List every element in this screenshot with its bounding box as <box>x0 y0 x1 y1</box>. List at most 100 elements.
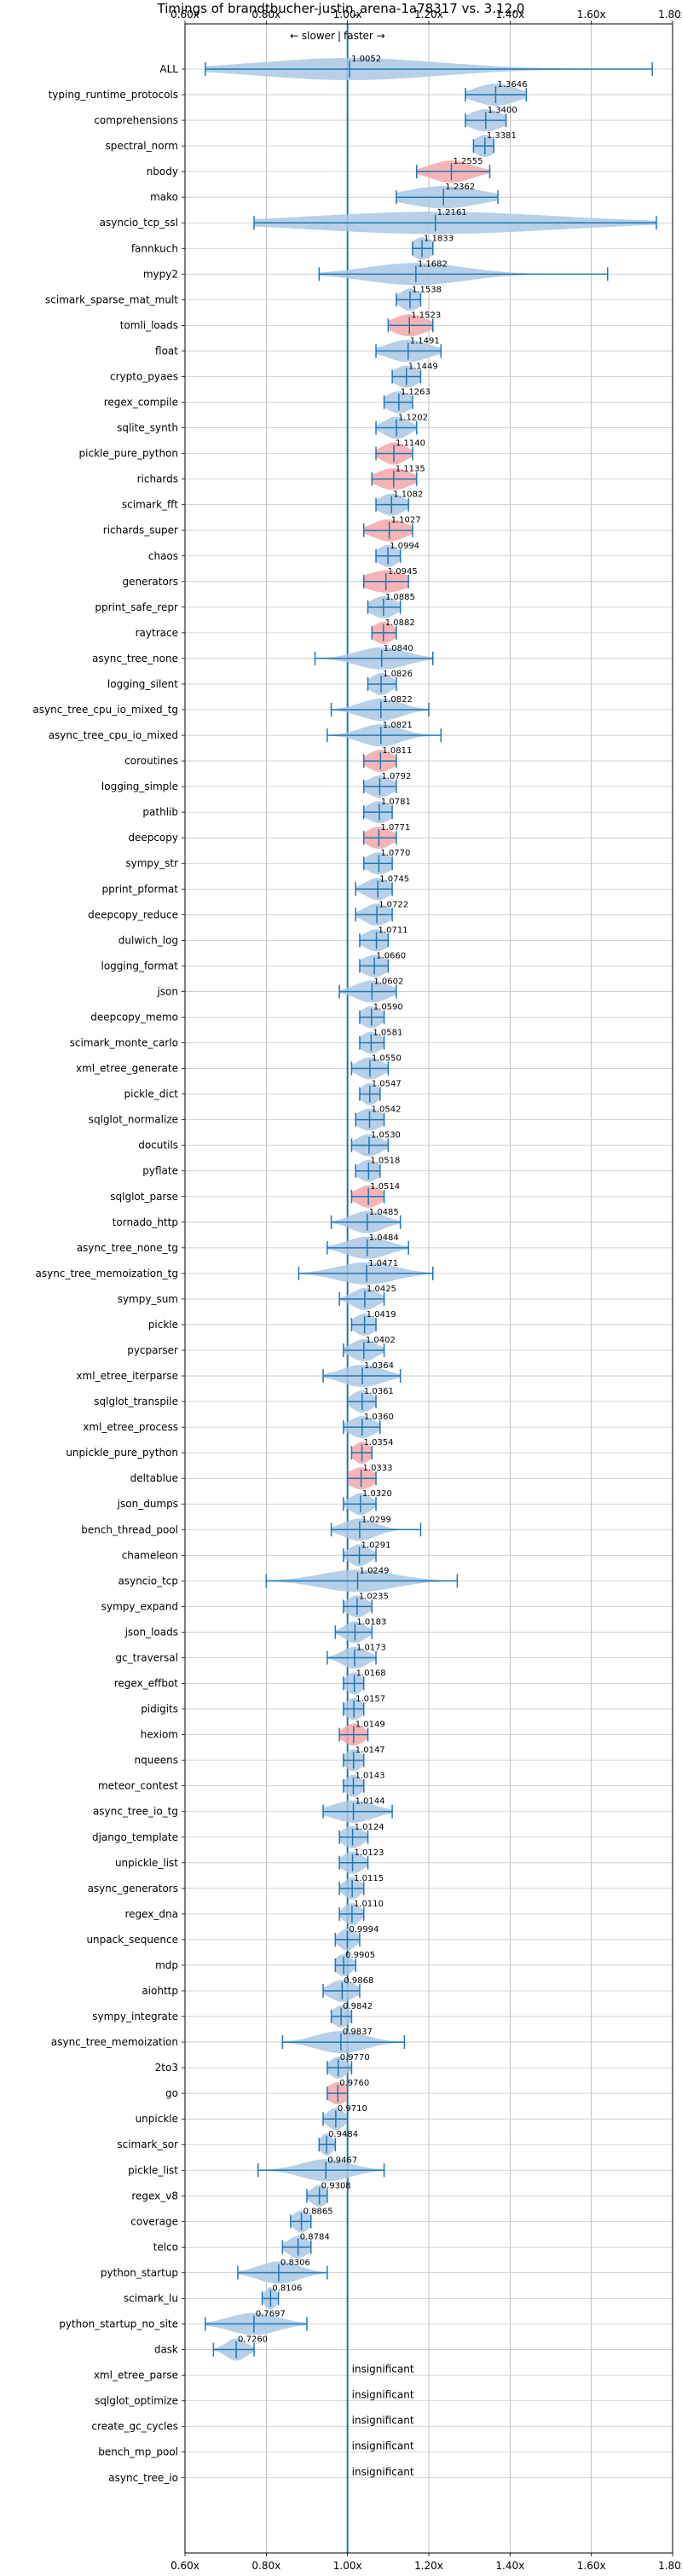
benchmark-label: aiohttp <box>142 1985 178 1997</box>
value-label: 1.0320 <box>362 1489 392 1499</box>
value-label: 1.1263 <box>401 388 431 397</box>
benchmark-label: generators <box>122 576 178 588</box>
value-label: 1.0249 <box>360 1566 390 1575</box>
value-label: 0.7260 <box>238 2335 268 2345</box>
benchmark-label: pickle_pure_python <box>79 448 178 460</box>
value-label: 1.1449 <box>408 362 438 371</box>
benchmark-label: async_tree_io <box>108 2472 178 2484</box>
value-label: 1.3381 <box>487 131 517 141</box>
value-label: 1.0425 <box>367 1285 396 1294</box>
value-label: 1.1538 <box>412 285 442 294</box>
x-tick-label-bottom: 0.60x <box>170 2560 199 2572</box>
benchmark-label: pprint_safe_repr <box>95 601 178 613</box>
value-label: 0.9467 <box>327 2155 357 2165</box>
value-label: 1.0885 <box>385 593 415 602</box>
benchmark-label: meteor_contest <box>98 1780 178 1792</box>
benchmark-label: async_tree_memoization <box>51 2036 178 2048</box>
benchmark-label: sympy_integrate <box>92 2010 178 2022</box>
value-label: 0.8306 <box>280 2258 310 2267</box>
value-label: 0.9760 <box>339 2079 369 2088</box>
x-tick-label-top: 1.00x <box>333 9 362 20</box>
value-label: 1.1833 <box>424 234 454 243</box>
x-tick-label-top: 1.20x <box>414 9 443 20</box>
benchmark-label: deepcopy <box>128 832 178 844</box>
benchmark-label: regex_effbot <box>114 1678 179 1690</box>
value-label: 1.0291 <box>361 1540 391 1550</box>
value-label: 0.9905 <box>345 1951 375 1960</box>
value-label: 1.0514 <box>370 1182 400 1192</box>
benchmark-label: django_template <box>92 1831 178 1843</box>
x-tick-label-bottom: 1.80x <box>658 2560 682 2572</box>
value-label: 1.0299 <box>361 1515 391 1524</box>
slower-label: ← slower <box>290 30 335 42</box>
benchmark-label: richards <box>137 473 178 485</box>
benchmark-label: xml_etree_process <box>83 1421 178 1433</box>
benchmark-label: sympy_sum <box>118 1293 178 1305</box>
plot-area-frame <box>184 23 673 2554</box>
benchmark-label: deepcopy_memo <box>90 1011 178 1023</box>
value-label: 1.1491 <box>410 336 440 345</box>
benchmark-label: gc_traversal <box>115 1651 178 1663</box>
value-label: 0.9484 <box>328 2130 358 2139</box>
value-label: 1.0547 <box>372 1080 402 1089</box>
value-label: 1.0147 <box>355 1746 385 1755</box>
value-label: 0.9837 <box>343 2028 373 2037</box>
x-tick-label-top: 1.80x <box>658 9 682 20</box>
benchmark-label: 2to3 <box>155 2062 178 2074</box>
benchmark-label: pickle_list <box>128 2164 178 2176</box>
benchmark-label: tomli_loads <box>120 319 178 331</box>
benchmark-label: async_tree_cpu_io_mixed <box>49 729 178 741</box>
benchmark-label: nbody <box>147 165 178 177</box>
benchmark-label: logging_format <box>101 960 178 972</box>
benchmark-label: scimark_fft <box>122 499 178 511</box>
benchmark-label: telco <box>153 2241 178 2253</box>
insignificant-label: insignificant <box>352 2415 414 2427</box>
benchmark-label: pickle_dict <box>124 1088 179 1100</box>
benchmark-label: crypto_pyaes <box>110 370 178 382</box>
benchmark-label: docutils <box>138 1140 178 1152</box>
value-label: 1.0471 <box>368 1259 398 1268</box>
benchmark-label: regex_v8 <box>131 2190 178 2202</box>
value-label: 0.8784 <box>300 2232 330 2242</box>
value-label: 1.0115 <box>354 1874 384 1883</box>
benchmark-label: sqlglot_normalize <box>89 1114 178 1126</box>
benchmark-label: regex_dna <box>124 1908 178 1920</box>
value-label: 1.0792 <box>381 772 411 781</box>
benchmark-label: scimark_monte_carlo <box>70 1037 178 1049</box>
value-label: 1.1135 <box>396 465 425 474</box>
value-label: 1.1082 <box>393 490 423 500</box>
value-label: 1.1523 <box>411 310 441 320</box>
benchmark-label: xml_etree_iterparse <box>76 1370 178 1382</box>
benchmark-label: unpickle_pure_python <box>66 1447 178 1459</box>
value-label: 1.3400 <box>488 106 517 115</box>
value-label: 1.0168 <box>356 1669 386 1679</box>
value-label: 1.0123 <box>355 1848 384 1858</box>
value-label: 1.0361 <box>364 1387 394 1396</box>
benchmark-label: pickle <box>148 1319 178 1331</box>
benchmark-label: sqlglot_optimize <box>95 2395 178 2407</box>
benchmark-label: tornado_http <box>113 1216 178 1228</box>
benchmark-label: pprint_pformat <box>102 883 179 895</box>
x-tick-label-bottom: 1.60x <box>577 2560 606 2572</box>
benchmark-label: xml_etree_generate <box>76 1063 178 1075</box>
insignificant-label: insignificant <box>352 2364 414 2376</box>
benchmark-label: scimark_sparse_mat_mult <box>45 293 178 305</box>
value-label: 1.0945 <box>388 567 418 577</box>
value-label: 0.8106 <box>272 2283 302 2293</box>
benchmark-label: dask <box>154 2344 178 2356</box>
value-label: 0.7697 <box>256 2310 286 2319</box>
benchmark-label: json <box>156 985 178 997</box>
value-label: 1.0821 <box>383 721 413 730</box>
benchmark-label: dulwich_log <box>118 934 178 946</box>
benchmark-label: ALL <box>159 63 178 75</box>
benchmark-label: async_generators <box>88 1883 178 1894</box>
value-label: 1.2161 <box>437 208 467 218</box>
value-label: 1.0840 <box>384 644 413 653</box>
benchmark-label: chaos <box>148 550 178 562</box>
value-label: 1.0173 <box>356 1643 386 1652</box>
value-label: 1.0157 <box>355 1695 385 1704</box>
benchmark-label: pycparser <box>127 1344 178 1356</box>
x-tick-label-top: 1.60x <box>577 9 606 20</box>
insignificant-label: insignificant <box>352 2389 414 2401</box>
